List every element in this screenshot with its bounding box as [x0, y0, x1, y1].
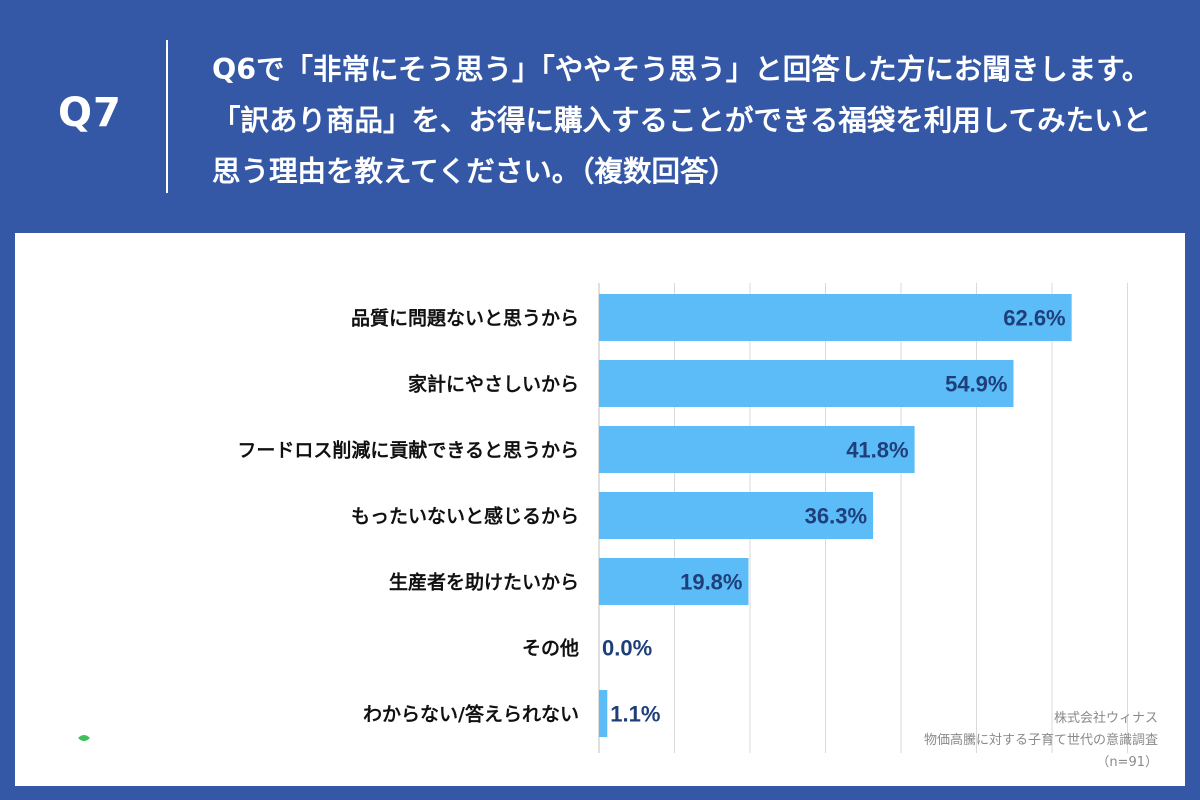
bar	[599, 426, 915, 473]
bar	[599, 690, 608, 737]
winas-logo-icon	[35, 735, 172, 771]
header: Q7 Q6で「非常にそう思う」「ややそう思う」と回答した方にお聞きします。「訳あ…	[0, 0, 1200, 232]
value-label: 41.8%	[846, 438, 908, 463]
category-label: もったいないと感じるから	[351, 505, 579, 528]
bar	[599, 558, 749, 605]
category-label: 品質に問題ないと思うから	[351, 307, 579, 330]
value-label: 36.3%	[805, 504, 867, 529]
source-survey: 物価高騰に対する子育て世代の意識調査	[923, 733, 1158, 748]
bar	[599, 360, 1014, 407]
value-label: 62.6%	[1003, 306, 1065, 331]
bar-chart: 品質に問題ないと思うから 62.6% 家計にやさしいから 54.9% フードロス削減に貢…	[237, 283, 1128, 753]
chart-panel: 品質に問題ないと思うから 62.6% 家計にやさしいから 54.9% フードロス削減に貢…	[15, 233, 1185, 786]
source-note: 株式会社ウィナス 物価高騰に対する子育て世代の意識調査 （n=91）	[924, 708, 1158, 774]
bar	[599, 492, 874, 539]
bar	[599, 294, 1072, 341]
category-label: わからない/答えられない	[363, 703, 579, 726]
value-label: 54.9%	[945, 372, 1007, 397]
category-label: フードロス削減に貢献できると思うから	[237, 439, 579, 462]
question-number: Q7	[58, 90, 122, 136]
category-label: 家計にやさしいから	[408, 373, 579, 396]
winas-logo	[34, 732, 174, 776]
value-label: 1.1%	[610, 702, 660, 727]
value-label: 0.0%	[602, 636, 652, 661]
source-company: 株式会社ウィナス	[1053, 711, 1158, 726]
question-text: Q6で「非常にそう思う」「ややそう思う」と回答した方にお聞きします。「訳あり商品…	[212, 53, 1152, 188]
category-label: 生産者を助けたいから	[389, 571, 579, 594]
source-sample: （n=91）	[1096, 755, 1158, 770]
category-label: その他	[522, 637, 579, 660]
header-divider	[166, 40, 168, 193]
value-label: 19.8%	[680, 570, 742, 595]
